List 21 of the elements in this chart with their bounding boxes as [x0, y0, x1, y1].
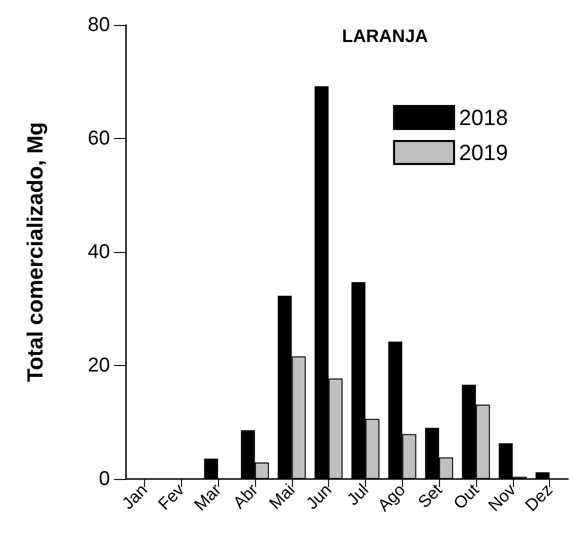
x-tick-label: Ago [374, 480, 409, 516]
x-tick-label: Jan [118, 480, 152, 514]
y-tick-label: 80 [88, 14, 110, 36]
y-tick-label: 20 [88, 354, 110, 376]
x-tick-label: Set [414, 480, 446, 512]
x-tick-label: Mai [266, 480, 298, 514]
x-tick-label: Jun [302, 480, 336, 514]
y-tick-label: 0 [98, 468, 110, 490]
legend-label: 2019 [459, 140, 508, 165]
x-tick-label: Dez [522, 480, 556, 516]
y-tick-label: 40 [88, 241, 110, 263]
y-tick-label: 60 [88, 128, 110, 150]
x-tick-label: Abr [230, 480, 262, 512]
x-tick-label: Jul [343, 480, 372, 510]
y-axis-title: Total comercializado, Mg [22, 122, 48, 382]
x-tick-label: Nov [484, 480, 520, 516]
legend-label: 2018 [459, 105, 508, 130]
x-tick-label: Fev [154, 480, 188, 514]
x-tick-label: Mar [190, 480, 226, 514]
x-tick-label: Out [450, 480, 483, 514]
chart-title: LARANJA [342, 26, 428, 46]
